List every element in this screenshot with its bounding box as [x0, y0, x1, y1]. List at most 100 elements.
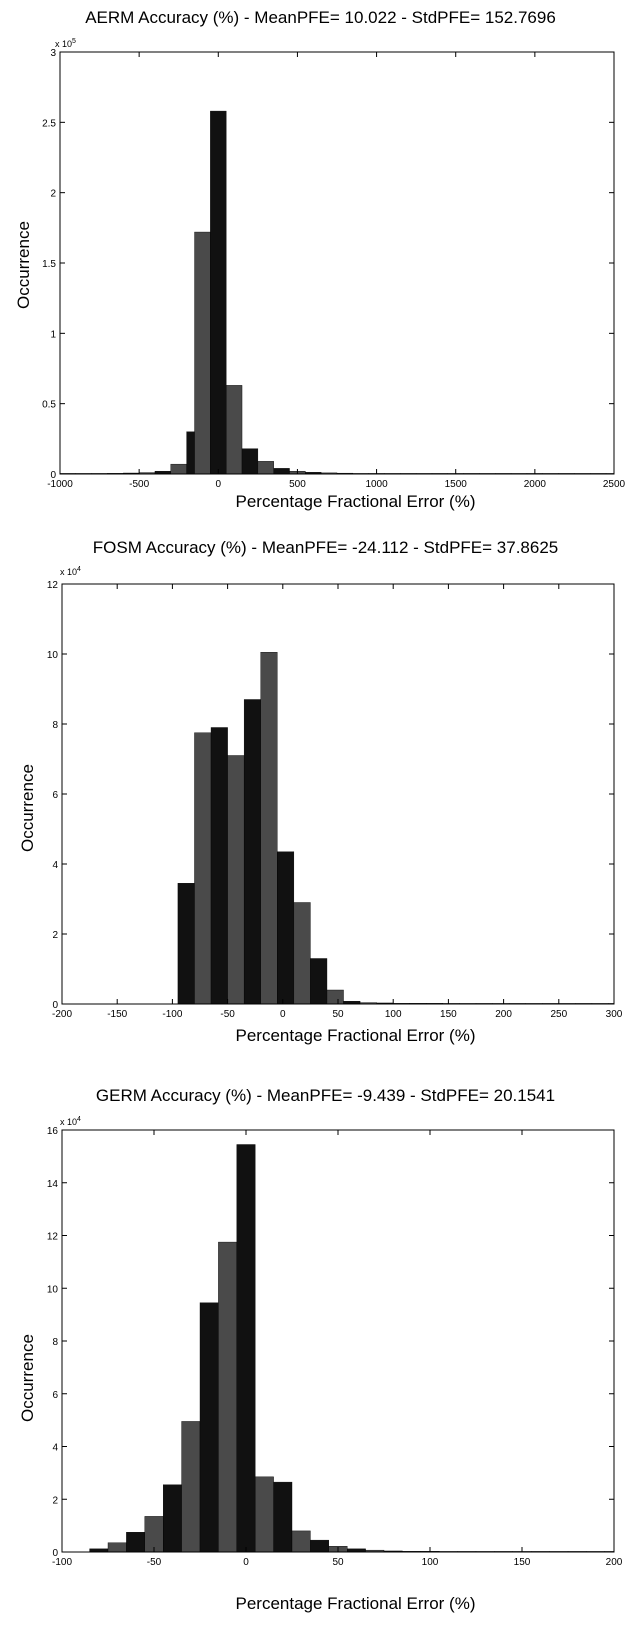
- chart-panel-fosm: FOSM Accuracy (%) - MeanPFE= -24.112 - S…: [0, 530, 641, 1075]
- x-tick-label: 500: [289, 479, 306, 490]
- x-tick-label: 200: [495, 1009, 512, 1020]
- histogram-bar: [177, 883, 195, 1005]
- histogram-bar: [126, 1532, 146, 1553]
- x-tick-label: -1000: [47, 479, 73, 490]
- x-tick-label: 2000: [524, 479, 547, 490]
- y-tick-label: 2: [52, 930, 58, 941]
- histogram-bar: [194, 231, 211, 475]
- x-tick-label: 0: [243, 1557, 249, 1568]
- histogram-bar: [210, 110, 227, 475]
- y-axis-label: Occurrence: [14, 221, 33, 309]
- histogram-bar: [144, 1516, 164, 1553]
- x-tick-label: -50: [220, 1009, 235, 1020]
- y-tick-label: 1: [50, 329, 56, 340]
- histogram-bar: [236, 1144, 256, 1553]
- histogram-bar: [291, 1530, 311, 1553]
- x-tick-label: 150: [514, 1557, 531, 1568]
- histogram-bar: [273, 468, 290, 475]
- x-tick-label: 150: [440, 1009, 457, 1020]
- x-tick-label: 200: [606, 1557, 623, 1568]
- histogram-bar: [210, 727, 228, 1005]
- x-axis-label: Percentage Fractional Error (%): [235, 492, 476, 511]
- chart-panel-germ: GERM Accuracy (%) - MeanPFE= -9.439 - St…: [0, 1078, 641, 1623]
- chart-title: AERM Accuracy (%) - MeanPFE= 10.022 - St…: [85, 8, 556, 27]
- x-tick-label: 50: [332, 1557, 344, 1568]
- histogram-bar: [273, 1481, 293, 1553]
- x-tick-label: -200: [52, 1009, 72, 1020]
- x-tick-label: -150: [107, 1009, 127, 1020]
- x-tick-label: -50: [147, 1557, 162, 1568]
- x-tick-label: 0: [280, 1009, 286, 1020]
- histogram-bar: [310, 1539, 329, 1553]
- histogram-bar: [293, 902, 311, 1005]
- histogram-bar: [254, 1476, 274, 1553]
- histogram-bar: [162, 1484, 182, 1553]
- y-tick-label: 12: [47, 1232, 59, 1243]
- y-tick-label: 4: [52, 1443, 58, 1454]
- y-tick-label: 0: [52, 1548, 58, 1559]
- histogram-bar: [257, 461, 274, 475]
- x-tick-label: 1000: [365, 479, 388, 490]
- histogram-bar: [107, 1542, 127, 1553]
- plot-area: [62, 1130, 614, 1552]
- histogram-plot: -200 -150 -100 -50 0 50 100 150 200 250 300 0 2 4 6 8 10…: [47, 580, 623, 1020]
- x-tick-label: 300: [606, 1009, 623, 1020]
- histogram-bar: [277, 851, 295, 1005]
- x-tick-label: 250: [550, 1009, 567, 1020]
- histogram-bar: [326, 989, 344, 1005]
- chart-title: FOSM Accuracy (%) - MeanPFE= -24.112 - S…: [92, 538, 559, 557]
- y-multiplier: x 104: [60, 1116, 81, 1127]
- histogram-bar: [170, 463, 187, 475]
- x-tick-label: -100: [162, 1009, 182, 1020]
- y-tick-label: 12: [47, 580, 59, 591]
- y-multiplier: x 105: [55, 38, 76, 49]
- histogram-bar: [227, 755, 245, 1005]
- y-tick-label: 16: [47, 1126, 59, 1137]
- y-tick-label: 3: [50, 48, 56, 59]
- y-tick-label: 10: [47, 1284, 59, 1295]
- x-tick-label: 100: [385, 1009, 402, 1020]
- y-tick-label: 1.5: [42, 259, 56, 270]
- x-tick-label: 0: [216, 479, 222, 490]
- x-axis-label: Percentage Fractional Error (%): [235, 1026, 476, 1045]
- y-tick-label: 4: [52, 860, 58, 871]
- histogram-plot: -100 -50 0 50 100 150 200 0 2 4 6 8 10 12 14 16: [47, 1126, 623, 1568]
- y-tick-label: 6: [52, 1390, 58, 1401]
- histogram-bar: [199, 1302, 219, 1553]
- histogram-bar: [310, 958, 328, 1005]
- chart-panel-aerm: AERM Accuracy (%) - MeanPFE= 10.022 - St…: [0, 0, 641, 545]
- histogram-bar: [181, 1421, 201, 1553]
- plot-area: [62, 584, 614, 1004]
- histogram-bar: [218, 1241, 237, 1553]
- y-tick-label: 14: [47, 1179, 59, 1190]
- y-multiplier: x 104: [60, 566, 81, 577]
- histogram-bar: [225, 385, 243, 475]
- x-tick-label: 50: [332, 1009, 344, 1020]
- plot-area: [60, 52, 614, 474]
- y-tick-label: 0.5: [42, 400, 56, 411]
- x-tick-label: 100: [422, 1557, 439, 1568]
- y-tick-label: 8: [52, 1337, 58, 1348]
- x-axis-label: Percentage Fractional Error (%): [235, 1594, 476, 1613]
- y-tick-label: 0: [52, 1000, 58, 1011]
- y-tick-label: 10: [47, 650, 59, 661]
- y-axis-label: Occurrence: [18, 764, 37, 852]
- x-tick-label: -500: [129, 479, 149, 490]
- histogram-plot: -1000 -500 0 500 1000 1500 2000 2500 0 0.5 1 1.5 2 2.…: [42, 48, 626, 490]
- y-tick-label: 8: [52, 720, 58, 731]
- y-tick-label: 2: [52, 1495, 58, 1506]
- y-axis-label: Occurrence: [18, 1334, 37, 1422]
- histogram-bar: [260, 652, 278, 1005]
- x-tick-label: -100: [52, 1557, 72, 1568]
- histogram-bar: [186, 431, 195, 475]
- histogram-bar: [243, 699, 261, 1005]
- y-tick-label: 2.5: [42, 118, 56, 129]
- y-tick-label: 0: [50, 470, 56, 481]
- x-tick-label: 2500: [603, 479, 626, 490]
- x-tick-label: 1500: [445, 479, 468, 490]
- histogram-bar: [194, 732, 212, 1005]
- histogram-bar: [241, 448, 259, 475]
- chart-title: GERM Accuracy (%) - MeanPFE= -9.439 - St…: [95, 1086, 556, 1105]
- y-tick-label: 6: [52, 790, 58, 801]
- y-tick-label: 2: [50, 189, 56, 200]
